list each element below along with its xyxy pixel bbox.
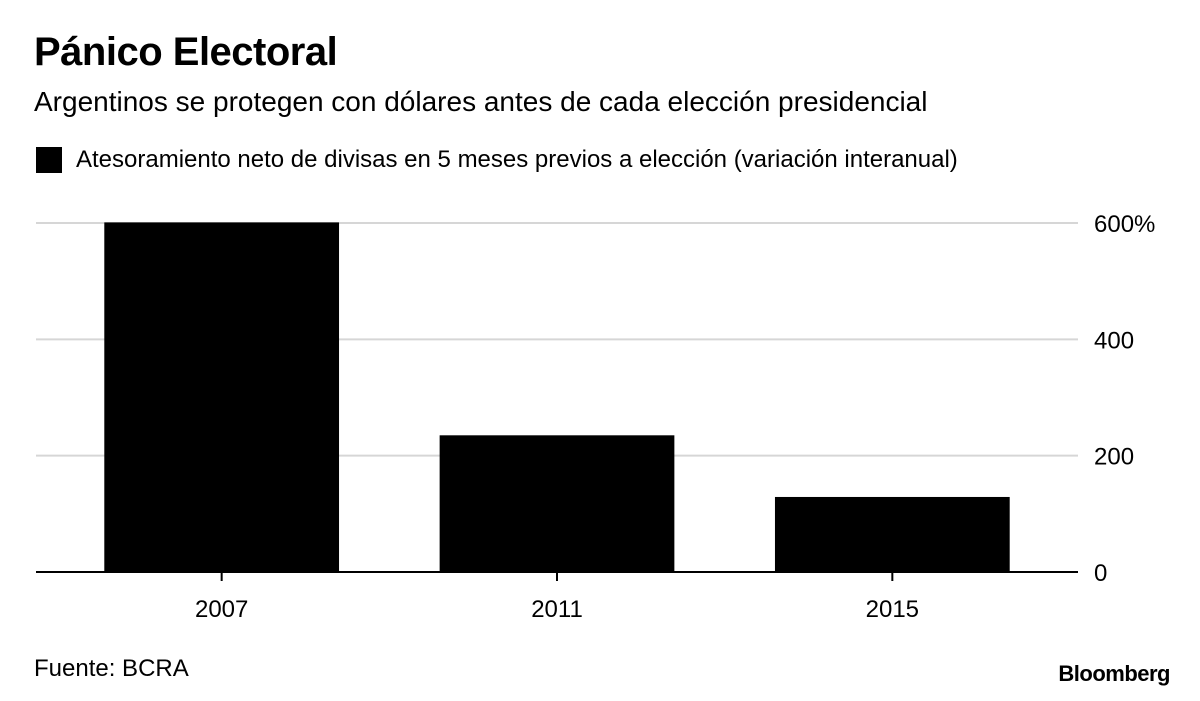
legend-swatch <box>36 147 62 173</box>
chart-subtitle: Argentinos se protegen con dólares antes… <box>34 86 928 117</box>
x-tick-label: 2007 <box>195 596 248 623</box>
y-tick-label: 0 <box>1094 560 1107 587</box>
bloomberg-logo: Bloomberg <box>1058 661 1170 686</box>
bars <box>104 222 1010 572</box>
y-tick-label: 400 <box>1094 327 1134 354</box>
x-tick-label: 2011 <box>531 596 583 623</box>
y-tick-labels: 0 200 400 600% <box>1094 211 1155 587</box>
x-axis <box>36 571 1078 581</box>
y-tick-label: 600% <box>1094 211 1155 238</box>
chart-title: Pánico Electoral <box>34 30 338 74</box>
bar-2011 <box>439 435 675 572</box>
legend-label: Atesoramiento neto de divisas en 5 meses… <box>76 146 958 173</box>
y-tick-label: 200 <box>1094 444 1134 471</box>
x-tick-labels: 2007 2011 2015 <box>195 596 919 623</box>
source-note: Fuente: BCRA <box>34 655 189 682</box>
bar-2015 <box>774 496 1010 572</box>
x-tick-label: 2015 <box>866 596 919 623</box>
bar-2007 <box>104 222 340 572</box>
legend: Atesoramiento neto de divisas en 5 meses… <box>36 146 958 174</box>
